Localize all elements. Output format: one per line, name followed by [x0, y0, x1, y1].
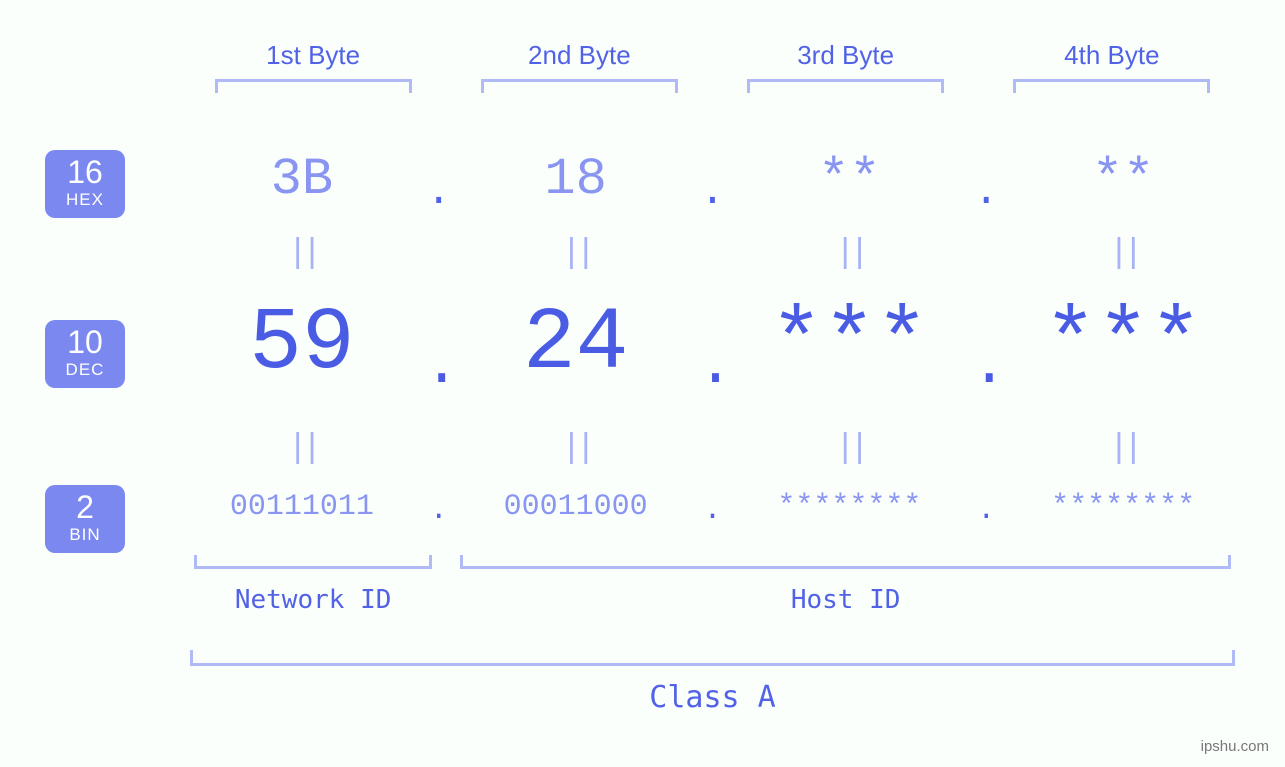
- host-id-label: Host ID: [446, 585, 1245, 615]
- top-bracket-2: [481, 79, 678, 93]
- bin-byte-3: ********: [728, 490, 972, 524]
- hex-byte-2: 18: [454, 150, 698, 209]
- dec-dot-3: .: [971, 333, 1001, 401]
- host-id-group: Host ID: [446, 555, 1245, 615]
- network-id-group: Network ID: [180, 555, 446, 615]
- bottom-brackets-row: Network ID Host ID: [180, 555, 1245, 615]
- bin-dot-1: .: [424, 494, 454, 528]
- byte-headers-row: 1st Byte 2nd Byte 3rd Byte 4th Byte: [180, 40, 1245, 93]
- eq2-4: ||: [1001, 430, 1245, 468]
- bin-byte-4: ********: [1001, 490, 1245, 524]
- dec-byte-1: 59: [180, 295, 424, 394]
- top-bracket-3: [747, 79, 944, 93]
- hex-dot-3: .: [971, 168, 1001, 216]
- badge-dec-box: 10 DEC: [45, 320, 125, 388]
- bin-dot-3: .: [971, 494, 1001, 528]
- eq1-2: ||: [454, 235, 698, 273]
- host-id-bracket: [460, 555, 1231, 569]
- network-id-bracket: [194, 555, 432, 569]
- byte-label-4: 4th Byte: [979, 40, 1245, 71]
- hex-byte-1: 3B: [180, 150, 424, 209]
- watermark: ipshu.com: [1201, 738, 1269, 755]
- byte-label-2: 2nd Byte: [446, 40, 712, 71]
- dec-byte-2: 24: [454, 295, 698, 394]
- dec-dot-2: .: [698, 333, 728, 401]
- dec-byte-3: ***: [728, 295, 972, 394]
- hex-byte-4: **: [1001, 150, 1245, 209]
- top-bracket-4: [1013, 79, 1210, 93]
- bin-dot-2: .: [698, 494, 728, 528]
- eq1-4: ||: [1001, 235, 1245, 273]
- hex-dot-2: .: [698, 168, 728, 216]
- dec-row: 59 . 24 . *** . ***: [180, 295, 1245, 394]
- eq2-3: ||: [728, 430, 972, 468]
- dec-dot-1: .: [424, 333, 454, 401]
- byte-label-1: 1st Byte: [180, 40, 446, 71]
- eq1-3: ||: [728, 235, 972, 273]
- byte-col-2: 2nd Byte: [446, 40, 712, 93]
- byte-label-3: 3rd Byte: [713, 40, 979, 71]
- equals-row-2: || || || ||: [180, 430, 1245, 468]
- eq2-1: ||: [180, 430, 424, 468]
- top-bracket-1: [215, 79, 412, 93]
- badge-bin-num: 2: [45, 491, 125, 523]
- badge-dec-label: DEC: [45, 360, 125, 380]
- bin-row: 00111011 . 00011000 . ******** . *******…: [180, 490, 1245, 524]
- badge-bin-label: BIN: [45, 525, 125, 545]
- bin-byte-2: 00011000: [454, 490, 698, 524]
- byte-col-1: 1st Byte: [180, 40, 446, 93]
- equals-row-1: || || || ||: [180, 235, 1245, 273]
- network-id-label: Network ID: [180, 585, 446, 615]
- byte-col-3: 3rd Byte: [713, 40, 979, 93]
- badge-dec-num: 10: [45, 326, 125, 358]
- badge-hex: 16 HEX: [45, 150, 125, 218]
- badge-hex-box: 16 HEX: [45, 150, 125, 218]
- bin-byte-1: 00111011: [180, 490, 424, 524]
- byte-col-4: 4th Byte: [979, 40, 1245, 93]
- class-bracket: [190, 650, 1235, 666]
- badge-bin: 2 BIN: [45, 485, 125, 553]
- badge-hex-num: 16: [45, 156, 125, 188]
- dec-byte-4: ***: [1001, 295, 1245, 394]
- hex-dot-1: .: [424, 168, 454, 216]
- class-label: Class A: [180, 680, 1245, 715]
- hex-row: 3B . 18 . ** . **: [180, 150, 1245, 209]
- badge-hex-label: HEX: [45, 190, 125, 210]
- badge-dec: 10 DEC: [45, 320, 125, 388]
- class-group: Class A: [180, 650, 1245, 715]
- badge-bin-box: 2 BIN: [45, 485, 125, 553]
- eq2-2: ||: [454, 430, 698, 468]
- hex-byte-3: **: [728, 150, 972, 209]
- eq1-1: ||: [180, 235, 424, 273]
